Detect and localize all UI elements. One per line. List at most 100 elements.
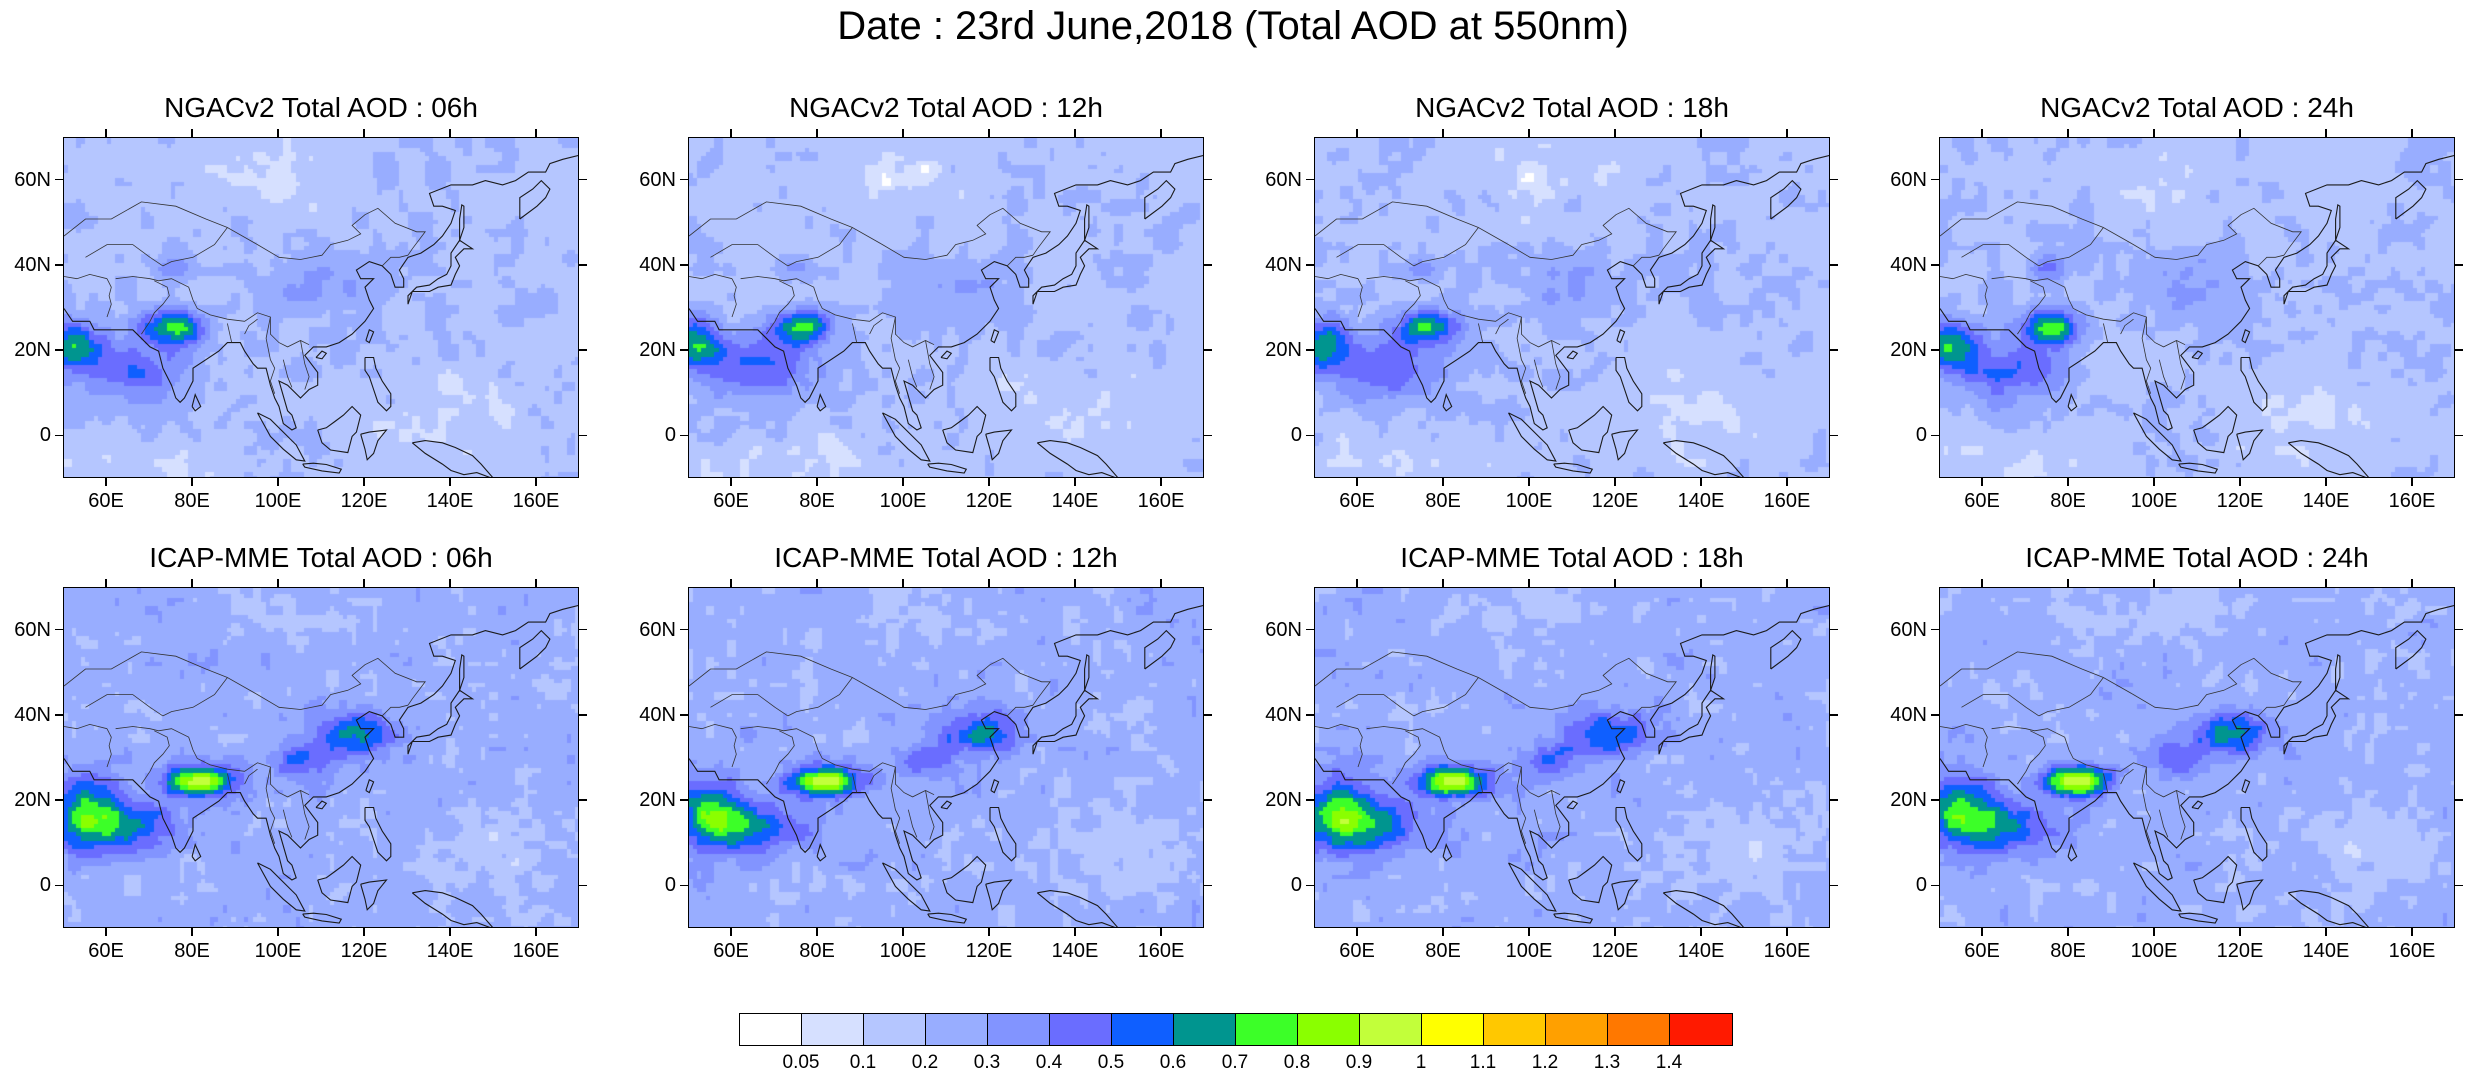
- coastline: [315, 800, 328, 810]
- lon-tick: [105, 928, 107, 936]
- lon-tick-label: 80E: [1425, 490, 1461, 512]
- coastline: [1508, 862, 1557, 912]
- coastline: [1615, 806, 1643, 862]
- lon-tick: [191, 129, 193, 137]
- panel-title: ICAP-MME Total AOD : 24h: [2025, 542, 2369, 573]
- lon-tick-label: 80E: [174, 490, 210, 512]
- lon-tick: [277, 478, 279, 486]
- lon-tick: [1614, 478, 1616, 486]
- lon-tick: [2411, 129, 2413, 137]
- lon-tick: [535, 478, 537, 486]
- lon-tick: [1160, 579, 1162, 587]
- lon-tick: [363, 478, 365, 486]
- lon-tick: [2325, 928, 2327, 936]
- coastline: [1315, 155, 1829, 431]
- lon-tick: [816, 129, 818, 137]
- country-border: [2120, 768, 2134, 785]
- lat-tick-label: 60N: [1890, 618, 1927, 641]
- coastline: [317, 405, 362, 454]
- lon-tick: [1528, 579, 1530, 587]
- lat-tick: [1931, 799, 1939, 801]
- country-border: [2120, 318, 2134, 335]
- lat-tick-label: 20N: [14, 339, 51, 362]
- coastline: [1662, 440, 1744, 477]
- aod-map-panel: [1314, 137, 1830, 478]
- coastline: [1566, 800, 1579, 810]
- lat-tick-label: 40N: [639, 253, 676, 276]
- panel-title: ICAP-MME Total AOD : 18h: [1400, 542, 1744, 573]
- lat-tick: [1204, 434, 1212, 437]
- lon-tick-label: 120E: [2216, 490, 2264, 512]
- country-border: [1533, 809, 1544, 838]
- lon-tick-label: 140E: [1051, 940, 1099, 962]
- lon-tick-label: 60E: [1339, 490, 1375, 512]
- country-border: [2103, 773, 2109, 793]
- colorbar-tick-label: 1: [1415, 1052, 1427, 1073]
- lon-tick: [1074, 129, 1076, 137]
- country-border: [1392, 730, 1421, 785]
- lat-tick: [1931, 884, 1939, 887]
- lat-tick-label: 20N: [639, 789, 676, 812]
- aod-field: [1315, 138, 1829, 477]
- coastline: [1568, 405, 1613, 454]
- colorbar-swatch: [864, 1014, 926, 1045]
- lon-tick: [1160, 928, 1162, 936]
- lon-tick: [363, 928, 365, 936]
- country-border: [1315, 723, 1359, 730]
- lat-tick: [1830, 178, 1838, 181]
- colorbar-swatch: [926, 1014, 988, 1045]
- colorbar-tick-label: 0.5: [1097, 1052, 1125, 1073]
- country-border: [2158, 809, 2169, 838]
- lon-tick-label: 120E: [1591, 490, 1639, 512]
- country-border: [265, 316, 276, 394]
- country-border: [1961, 244, 2040, 267]
- coastline: [1553, 462, 1594, 474]
- country-border: [64, 723, 108, 730]
- coastline: [940, 800, 953, 810]
- colorbar-swatch: [1112, 1014, 1174, 1045]
- lon-tick: [191, 478, 193, 486]
- lat-tick-label: 60N: [639, 168, 676, 191]
- coastline: [1442, 392, 1453, 412]
- lat-tick: [1830, 349, 1838, 351]
- aod-field: [1940, 138, 2454, 477]
- lon-tick: [277, 129, 279, 137]
- lon-tick-label: 60E: [88, 940, 124, 962]
- lon-tick: [535, 928, 537, 936]
- lat-tick: [1306, 434, 1314, 437]
- lat-tick: [2455, 628, 2463, 631]
- lon-tick: [2411, 478, 2413, 486]
- colorbar-tick-label: 0.3: [973, 1052, 1001, 1073]
- lon-tick: [191, 579, 193, 587]
- coastline: [360, 429, 388, 461]
- lat-tick: [1204, 628, 1212, 631]
- aod-map-panel: [63, 587, 579, 928]
- colorbar-tick-label: 0.05: [782, 1052, 820, 1073]
- aod-map-panel: [1939, 137, 2455, 478]
- colorbar-swatch: [1546, 1014, 1608, 1045]
- lat-tick: [1306, 628, 1314, 631]
- country-border: [2257, 254, 2285, 267]
- colorbar-tick-label: 0.1: [849, 1052, 877, 1073]
- lon-tick-label: 100E: [1505, 490, 1553, 512]
- lon-tick: [1981, 478, 1983, 486]
- lon-tick-label: 80E: [2050, 940, 2086, 962]
- coastline-overlay: [1940, 155, 2454, 477]
- lat-tick: [680, 349, 688, 351]
- lon-tick: [1442, 928, 1444, 936]
- coastline: [1616, 329, 1626, 344]
- country-border: [1006, 704, 1034, 717]
- lon-tick-label: 60E: [1964, 940, 2000, 962]
- country-border: [1336, 244, 1415, 267]
- lon-tick-label: 140E: [2302, 490, 2350, 512]
- lon-tick: [1528, 478, 1530, 486]
- lon-tick: [988, 478, 990, 486]
- coastline-overlay: [64, 155, 578, 477]
- lat-tick: [1306, 714, 1314, 716]
- country-border: [1357, 278, 1363, 318]
- country-border: [1982, 278, 1988, 318]
- lat-tick-label: 40N: [639, 703, 676, 726]
- coastline: [1611, 429, 1639, 461]
- country-border: [2038, 207, 2303, 267]
- lat-tick: [55, 178, 63, 181]
